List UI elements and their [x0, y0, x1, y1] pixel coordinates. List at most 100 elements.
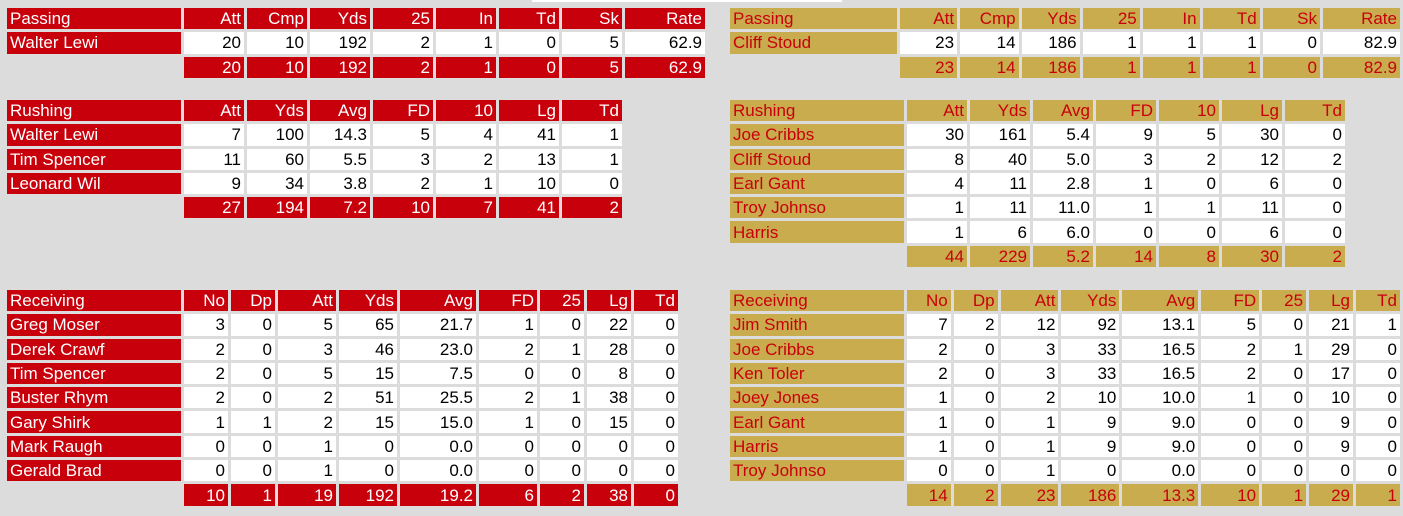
total-row: 27 194 7.2 10 7 41 2: [7, 197, 622, 219]
stat-cell: 3: [184, 314, 228, 336]
stat-cell: 7.5: [400, 362, 476, 385]
stat-cell: 92: [1061, 314, 1120, 336]
stat-cell: 5: [278, 362, 336, 385]
stat-cell: 7: [184, 124, 244, 146]
stat-cell: 0: [587, 460, 631, 482]
stat-cell: 0: [231, 314, 275, 336]
table-row: Walter Lewi 7 100 14.3 5 4 41 1: [7, 124, 622, 146]
stat-cell: 5: [278, 314, 336, 336]
column-header: FD: [1096, 100, 1156, 122]
stat-cell: 5: [373, 124, 433, 146]
column-header: Lg: [1222, 100, 1282, 122]
column-header: Att: [184, 100, 244, 122]
stat-cell: 1: [1000, 460, 1059, 482]
stat-cell: 19: [278, 484, 336, 506]
stat-cell: 29: [1309, 338, 1353, 360]
table-row: Joe Cribbs 30 161 5.4 9 5 30 0: [730, 124, 1345, 146]
stat-cell: 7: [906, 314, 951, 336]
column-header: Yds: [310, 8, 370, 30]
stat-cell: 13: [499, 148, 559, 170]
stat-cell: 0: [953, 411, 998, 433]
stat-cell: 5.5: [310, 148, 370, 170]
stat-cell: 0: [953, 338, 998, 360]
stat-cell: 2: [1285, 245, 1345, 268]
stat-cell: 1: [1096, 197, 1156, 219]
stat-cell: 0: [231, 387, 275, 409]
stat-cell: 13.1: [1122, 314, 1199, 336]
stat-cell: 8: [587, 362, 631, 385]
stat-cell: 11.0: [1033, 197, 1093, 219]
stat-cell: 0: [1262, 32, 1320, 54]
table-row: Earl Gant 4 11 2.8 1 0 6 0: [730, 172, 1345, 195]
player-name: Tim Spencer: [7, 148, 181, 170]
column-header: Att: [899, 8, 958, 30]
table-row: Earl Gant 1 0 1 9 9.0 0 0 9 0: [730, 411, 1400, 433]
section-title: Receiving: [7, 290, 181, 312]
column-header: Sk: [562, 8, 622, 30]
stat-cell: 1: [907, 197, 967, 219]
stat-cell: 0: [479, 435, 537, 458]
stat-cell: 2: [373, 32, 433, 54]
stat-cell: 34: [247, 172, 307, 195]
stat-cell: 10: [1201, 484, 1260, 506]
column-header: Yds: [339, 290, 397, 312]
stat-cell: 0: [953, 460, 998, 482]
stat-cell: 62.9: [625, 56, 705, 78]
stat-cell: 2: [1000, 387, 1059, 409]
header-row: Passing Att Cmp Yds 25 In Td Sk Rate: [7, 8, 705, 30]
total-label: [7, 197, 181, 218]
stat-cell: 1: [1262, 338, 1307, 360]
stat-cell: 0: [540, 314, 584, 336]
stat-cell: 51: [339, 387, 397, 409]
column-header: Lg: [499, 100, 559, 122]
stat-cell: 1: [1142, 32, 1200, 54]
stat-cell: 0: [1201, 460, 1260, 482]
stat-cell: 6: [1222, 172, 1282, 195]
stat-cell: 2: [278, 387, 336, 409]
stat-cell: 1: [278, 460, 336, 482]
stat-cell: 6: [1222, 221, 1282, 243]
player-name: Joe Cribbs: [730, 124, 904, 146]
table-row: Cliff Stoud 8 40 5.0 3 2 12 2: [730, 148, 1345, 170]
stat-cell: 2: [184, 338, 228, 360]
column-header: Lg: [1309, 290, 1353, 312]
stat-cell: 19.2: [400, 484, 476, 506]
column-header: Td: [499, 8, 559, 30]
section-title: Receiving: [730, 290, 904, 312]
stat-cell: 9: [184, 172, 244, 195]
stat-cell: 33: [1061, 338, 1120, 360]
stat-cell: 10: [247, 56, 307, 78]
stat-cell: 15: [339, 411, 397, 433]
stat-cell: 0: [231, 460, 275, 482]
stat-cell: 9.0: [1122, 411, 1199, 433]
stat-cell: 0: [953, 435, 998, 458]
section-title: Rushing: [730, 100, 904, 122]
column-header: Yds: [247, 100, 307, 122]
table-row: Walter Lewi 20 10 192 2 1 0 5 62.9: [7, 32, 705, 54]
section-title: Rushing: [7, 100, 181, 122]
stat-cell: 3: [1000, 338, 1059, 360]
stat-cell: 1: [1355, 314, 1400, 336]
stat-cell: 10: [247, 32, 307, 54]
column-header: Yds: [1021, 8, 1080, 30]
player-name: Troy Johnso: [730, 460, 904, 482]
stat-cell: 60: [247, 148, 307, 170]
stat-cell: 0: [1285, 172, 1345, 195]
stat-cell: 0: [634, 362, 678, 385]
table-row: Harris 1 6 6.0 0 0 6 0: [730, 221, 1345, 243]
stat-cell: 229: [970, 245, 1030, 268]
player-name: Troy Johnso: [730, 197, 904, 219]
stat-cell: 0: [1096, 221, 1156, 243]
stat-cell: 2: [906, 362, 951, 385]
stat-cell: 1: [906, 411, 951, 433]
stat-cell: 10: [373, 197, 433, 219]
stat-cell: 5: [562, 32, 622, 54]
stat-cell: 0: [1201, 411, 1260, 433]
stat-cell: 1: [1159, 197, 1219, 219]
stat-cell: 1: [231, 411, 275, 433]
stat-cell: 14: [906, 484, 951, 506]
column-header: Td: [1355, 290, 1400, 312]
stat-cell: 2: [184, 387, 228, 409]
column-header: Sk: [1262, 8, 1320, 30]
stat-cell: 38: [587, 484, 631, 506]
